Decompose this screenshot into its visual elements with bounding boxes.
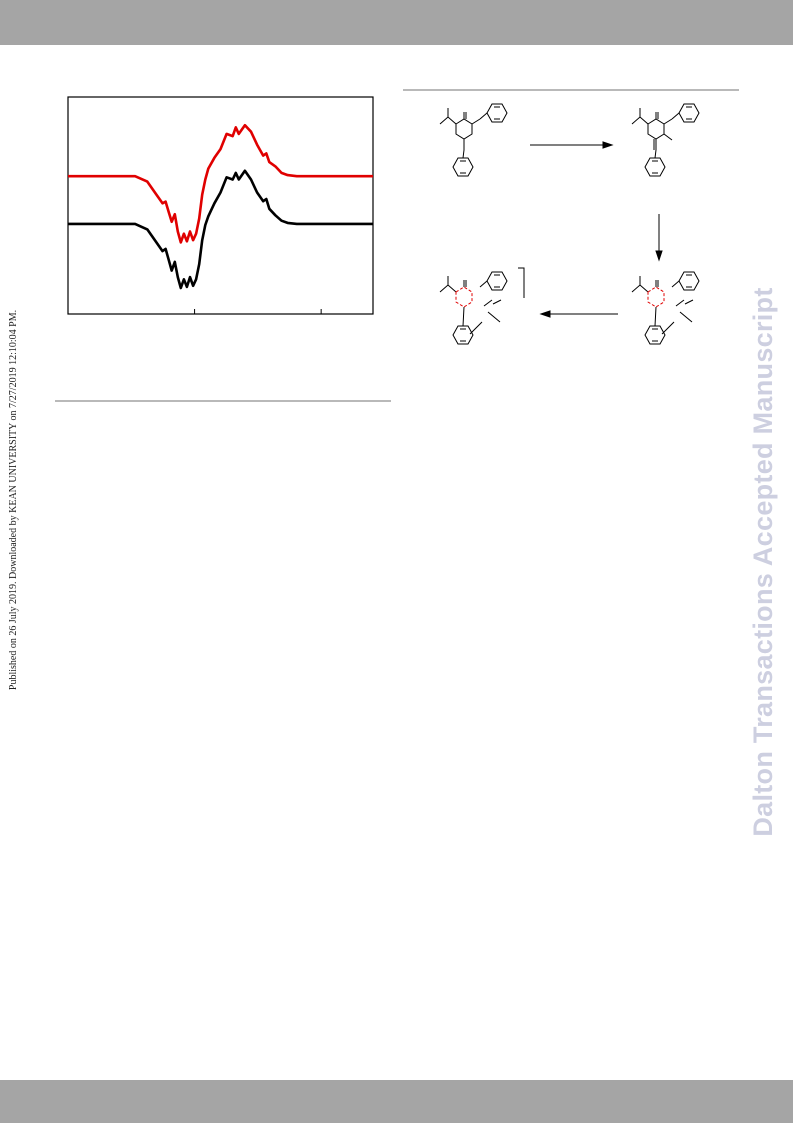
arrow-left bbox=[539, 310, 618, 318]
structure-1 bbox=[439, 103, 508, 177]
arrow-right bbox=[530, 141, 614, 149]
spectrum-line-1 bbox=[68, 123, 373, 244]
charge-bracket bbox=[518, 267, 525, 298]
structure-3 bbox=[631, 271, 700, 345]
publication-side-note: Published on 26 July 2019. Downloaded by… bbox=[8, 309, 19, 691]
highlight-ring-4 bbox=[455, 286, 473, 308]
reaction-scheme bbox=[400, 92, 740, 362]
figure-top-rule bbox=[403, 89, 739, 91]
page-header-bar bbox=[0, 0, 793, 45]
figure-bottom-rule bbox=[55, 400, 391, 402]
accepted-manuscript-watermark: Dalton Transactions Accepted Manuscript bbox=[748, 287, 778, 837]
plot-frame bbox=[67, 96, 374, 315]
highlight-ring-3 bbox=[647, 286, 665, 308]
page-footer-bar bbox=[0, 1080, 793, 1123]
spectrum-chart bbox=[67, 96, 374, 315]
structure-4 bbox=[439, 267, 525, 345]
spectrum-line-2 bbox=[68, 169, 373, 290]
spectrum-figure bbox=[52, 85, 382, 325]
structure-2 bbox=[631, 103, 700, 177]
arrow-down bbox=[655, 214, 663, 262]
